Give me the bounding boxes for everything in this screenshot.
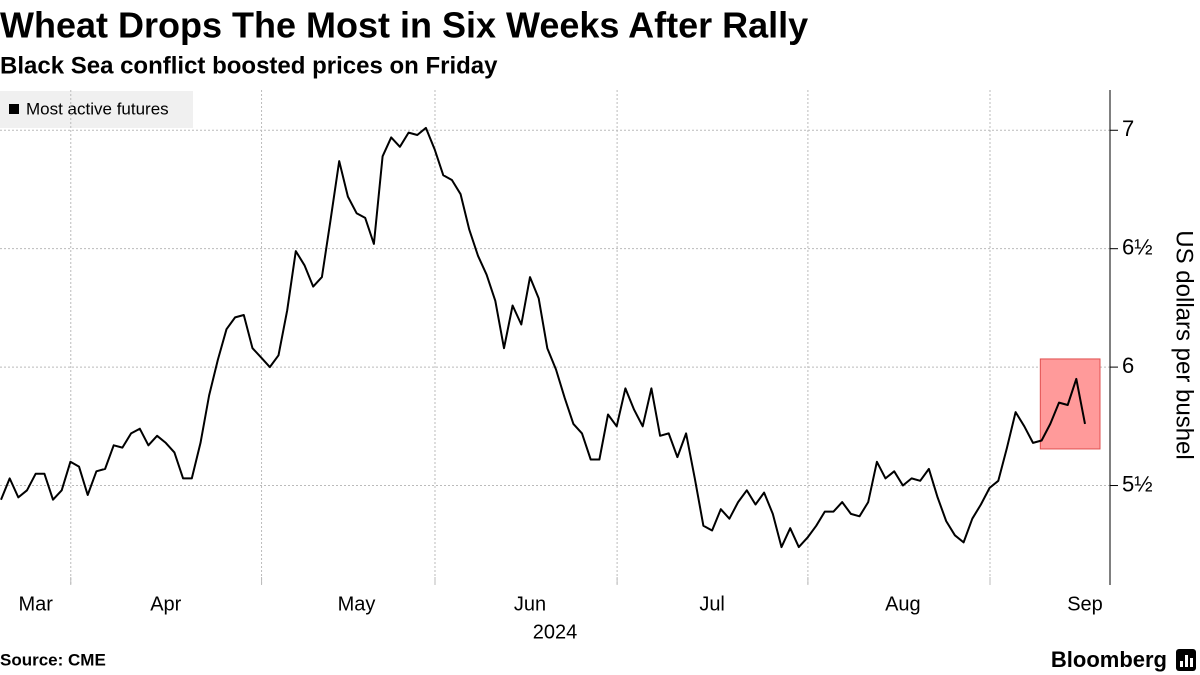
x-tick-label: May [338,593,376,615]
legend-swatch [9,104,19,114]
chart-title: Wheat Drops The Most in Six Weeks After … [0,5,808,46]
y-axis-label: US dollars per bushel [1171,230,1198,459]
y-tick-label: 5½ [1122,471,1153,496]
chart-subtitle: Black Sea conflict boosted prices on Fri… [0,52,498,79]
y-tick-label: 7 [1122,116,1134,141]
year-label: 2024 [533,621,578,643]
legend-box [0,91,193,128]
brand-icon [1176,649,1196,671]
x-tick-label: Sep [1067,593,1103,615]
legend-label: Most active futures [26,99,169,118]
x-tick-label: Mar [18,593,53,615]
source: Source: CME [0,650,106,669]
x-tick-label: Apr [150,593,181,615]
y-tick-label: 6 [1122,353,1134,378]
price-line [0,126,1086,549]
y-tick-label: 6½ [1122,234,1153,259]
x-tick-label: Jul [699,593,725,615]
x-tick-label: Aug [885,593,921,615]
highlight-box [1039,358,1101,450]
x-tick-label: Jun [514,593,546,615]
brand: Bloomberg [1051,647,1167,672]
